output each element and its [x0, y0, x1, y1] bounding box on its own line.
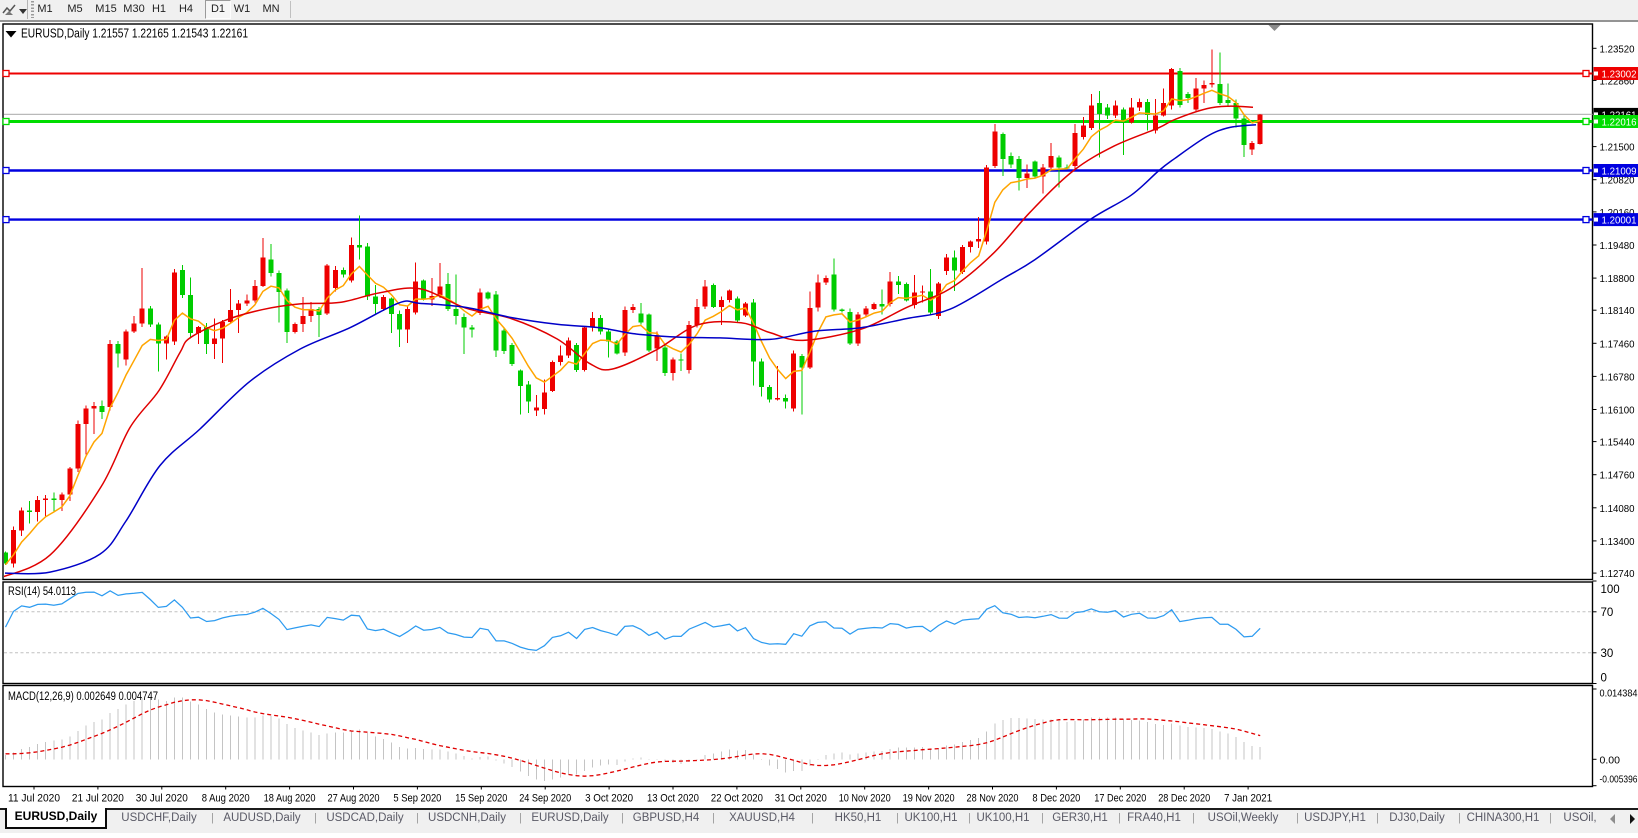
- svg-text:30 Jul 2020: 30 Jul 2020: [136, 793, 188, 805]
- svg-text:0.014384: 0.014384: [1600, 688, 1638, 700]
- svg-text:18 Aug 2020: 18 Aug 2020: [264, 793, 316, 805]
- svg-text:8 Aug 2020: 8 Aug 2020: [202, 793, 250, 805]
- svg-text:1.12740: 1.12740: [1600, 568, 1635, 580]
- svg-text:28 Nov 2020: 28 Nov 2020: [967, 793, 1019, 805]
- svg-text:24 Sep 2020: 24 Sep 2020: [519, 793, 571, 805]
- svg-text:1.14760: 1.14760: [1600, 470, 1635, 482]
- svg-text:0: 0: [1601, 673, 1607, 685]
- svg-text:1.22016: 1.22016: [1602, 117, 1637, 129]
- svg-text:28 Dec 2020: 28 Dec 2020: [1158, 793, 1210, 805]
- svg-text:100: 100: [1601, 584, 1620, 596]
- svg-text:5 Sep 2020: 5 Sep 2020: [393, 793, 441, 805]
- svg-text:1.17460: 1.17460: [1600, 338, 1635, 350]
- svg-text:1.13400: 1.13400: [1600, 536, 1635, 548]
- svg-text:7 Jan 2021: 7 Jan 2021: [1224, 793, 1272, 805]
- svg-text:31 Oct 2020: 31 Oct 2020: [775, 793, 827, 805]
- svg-text:27 Aug 2020: 27 Aug 2020: [328, 793, 380, 805]
- svg-text:1.18800: 1.18800: [1600, 273, 1635, 285]
- svg-text:MACD(12,26,9) 0.002649 0.00474: MACD(12,26,9) 0.002649 0.004747: [8, 691, 158, 703]
- svg-text:1.21009: 1.21009: [1602, 166, 1637, 178]
- svg-text:11 Jul 2020: 11 Jul 2020: [8, 793, 60, 805]
- svg-text:22 Oct 2020: 22 Oct 2020: [711, 793, 763, 805]
- svg-text:1.18140: 1.18140: [1600, 305, 1635, 317]
- svg-text:17 Dec 2020: 17 Dec 2020: [1094, 793, 1146, 805]
- svg-text:8 Dec 2020: 8 Dec 2020: [1032, 793, 1080, 805]
- svg-text:1.16780: 1.16780: [1600, 371, 1635, 383]
- svg-text:1.23002: 1.23002: [1602, 69, 1637, 81]
- svg-text:30: 30: [1601, 648, 1614, 660]
- svg-text:15 Sep 2020: 15 Sep 2020: [455, 793, 507, 805]
- svg-text:1.15440: 1.15440: [1600, 437, 1635, 449]
- svg-text:1.20001: 1.20001: [1602, 215, 1637, 227]
- svg-text:EURUSD,Daily 1.21557 1.22165: EURUSD,Daily 1.21557 1.22165 1.21543 1.2…: [21, 27, 248, 41]
- svg-text:1.23520: 1.23520: [1600, 43, 1635, 55]
- svg-text:70: 70: [1601, 607, 1614, 619]
- svg-text:1.16100: 1.16100: [1600, 405, 1635, 417]
- svg-text:10 Nov 2020: 10 Nov 2020: [839, 793, 891, 805]
- svg-text:1.14080: 1.14080: [1600, 503, 1635, 515]
- svg-text:21 Jul 2020: 21 Jul 2020: [72, 793, 124, 805]
- svg-text:3 Oct 2020: 3 Oct 2020: [585, 793, 633, 805]
- svg-text:1.21500: 1.21500: [1600, 142, 1635, 154]
- svg-text:RSI(14) 54.0113: RSI(14) 54.0113: [8, 586, 76, 598]
- svg-text:19 Nov 2020: 19 Nov 2020: [903, 793, 955, 805]
- svg-text:-0.005396: -0.005396: [1600, 774, 1638, 786]
- svg-text:1.19480: 1.19480: [1600, 240, 1635, 252]
- svg-text:0.00: 0.00: [1600, 754, 1621, 766]
- svg-text:13 Oct 2020: 13 Oct 2020: [647, 793, 699, 805]
